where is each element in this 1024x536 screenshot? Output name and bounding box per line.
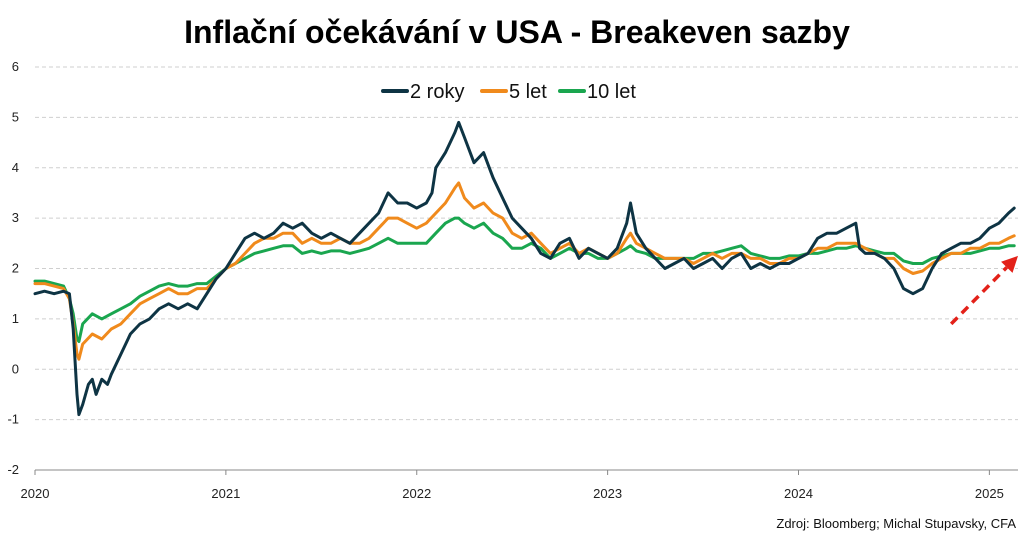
series-lines xyxy=(33,120,1016,417)
y-axis-ticks: -2 -1 0 1 2 3 4 5 6 xyxy=(7,59,19,477)
y-tick-label: -2 xyxy=(7,462,19,477)
y-tick-label: 2 xyxy=(12,261,19,276)
y-tick-label: 4 xyxy=(12,160,19,175)
y-tick-label: 1 xyxy=(12,311,19,326)
x-axis-ticks: 2020 2021 2022 2023 2024 2025 xyxy=(21,470,1004,501)
y-tick-label: -1 xyxy=(7,412,19,427)
series-line-2 xyxy=(33,181,1016,361)
x-tick-label: 2023 xyxy=(593,486,622,501)
y-tick-label: 0 xyxy=(12,361,19,376)
trend-annotation xyxy=(949,255,1018,326)
legend-label: 10 let xyxy=(587,81,636,103)
grid xyxy=(35,66,1018,471)
x-tick-label: 2020 xyxy=(21,486,50,501)
y-tick-label: 5 xyxy=(12,109,19,124)
y-tick-label: 6 xyxy=(12,59,19,74)
chart-title: Inflační očekávání v USA - Breakeven saz… xyxy=(184,14,850,50)
x-tick-label: 2025 xyxy=(975,486,1004,501)
legend: 2 roky 5 let 10 let xyxy=(381,81,636,103)
y-tick-label: 3 xyxy=(12,210,19,225)
x-tick-label: 2021 xyxy=(211,486,240,501)
series-line-1 xyxy=(33,120,1016,417)
arrow-head xyxy=(1001,255,1018,273)
series-line-3 xyxy=(33,216,1016,343)
arrow-shaft xyxy=(949,266,1009,326)
source-note: Zdroj: Bloomberg; Michal Stupavsky, CFA xyxy=(776,516,1016,531)
x-tick-label: 2022 xyxy=(402,486,431,501)
x-tick-label: 2024 xyxy=(784,486,813,501)
legend-label: 2 roky xyxy=(410,81,464,103)
legend-label: 5 let xyxy=(509,81,547,103)
